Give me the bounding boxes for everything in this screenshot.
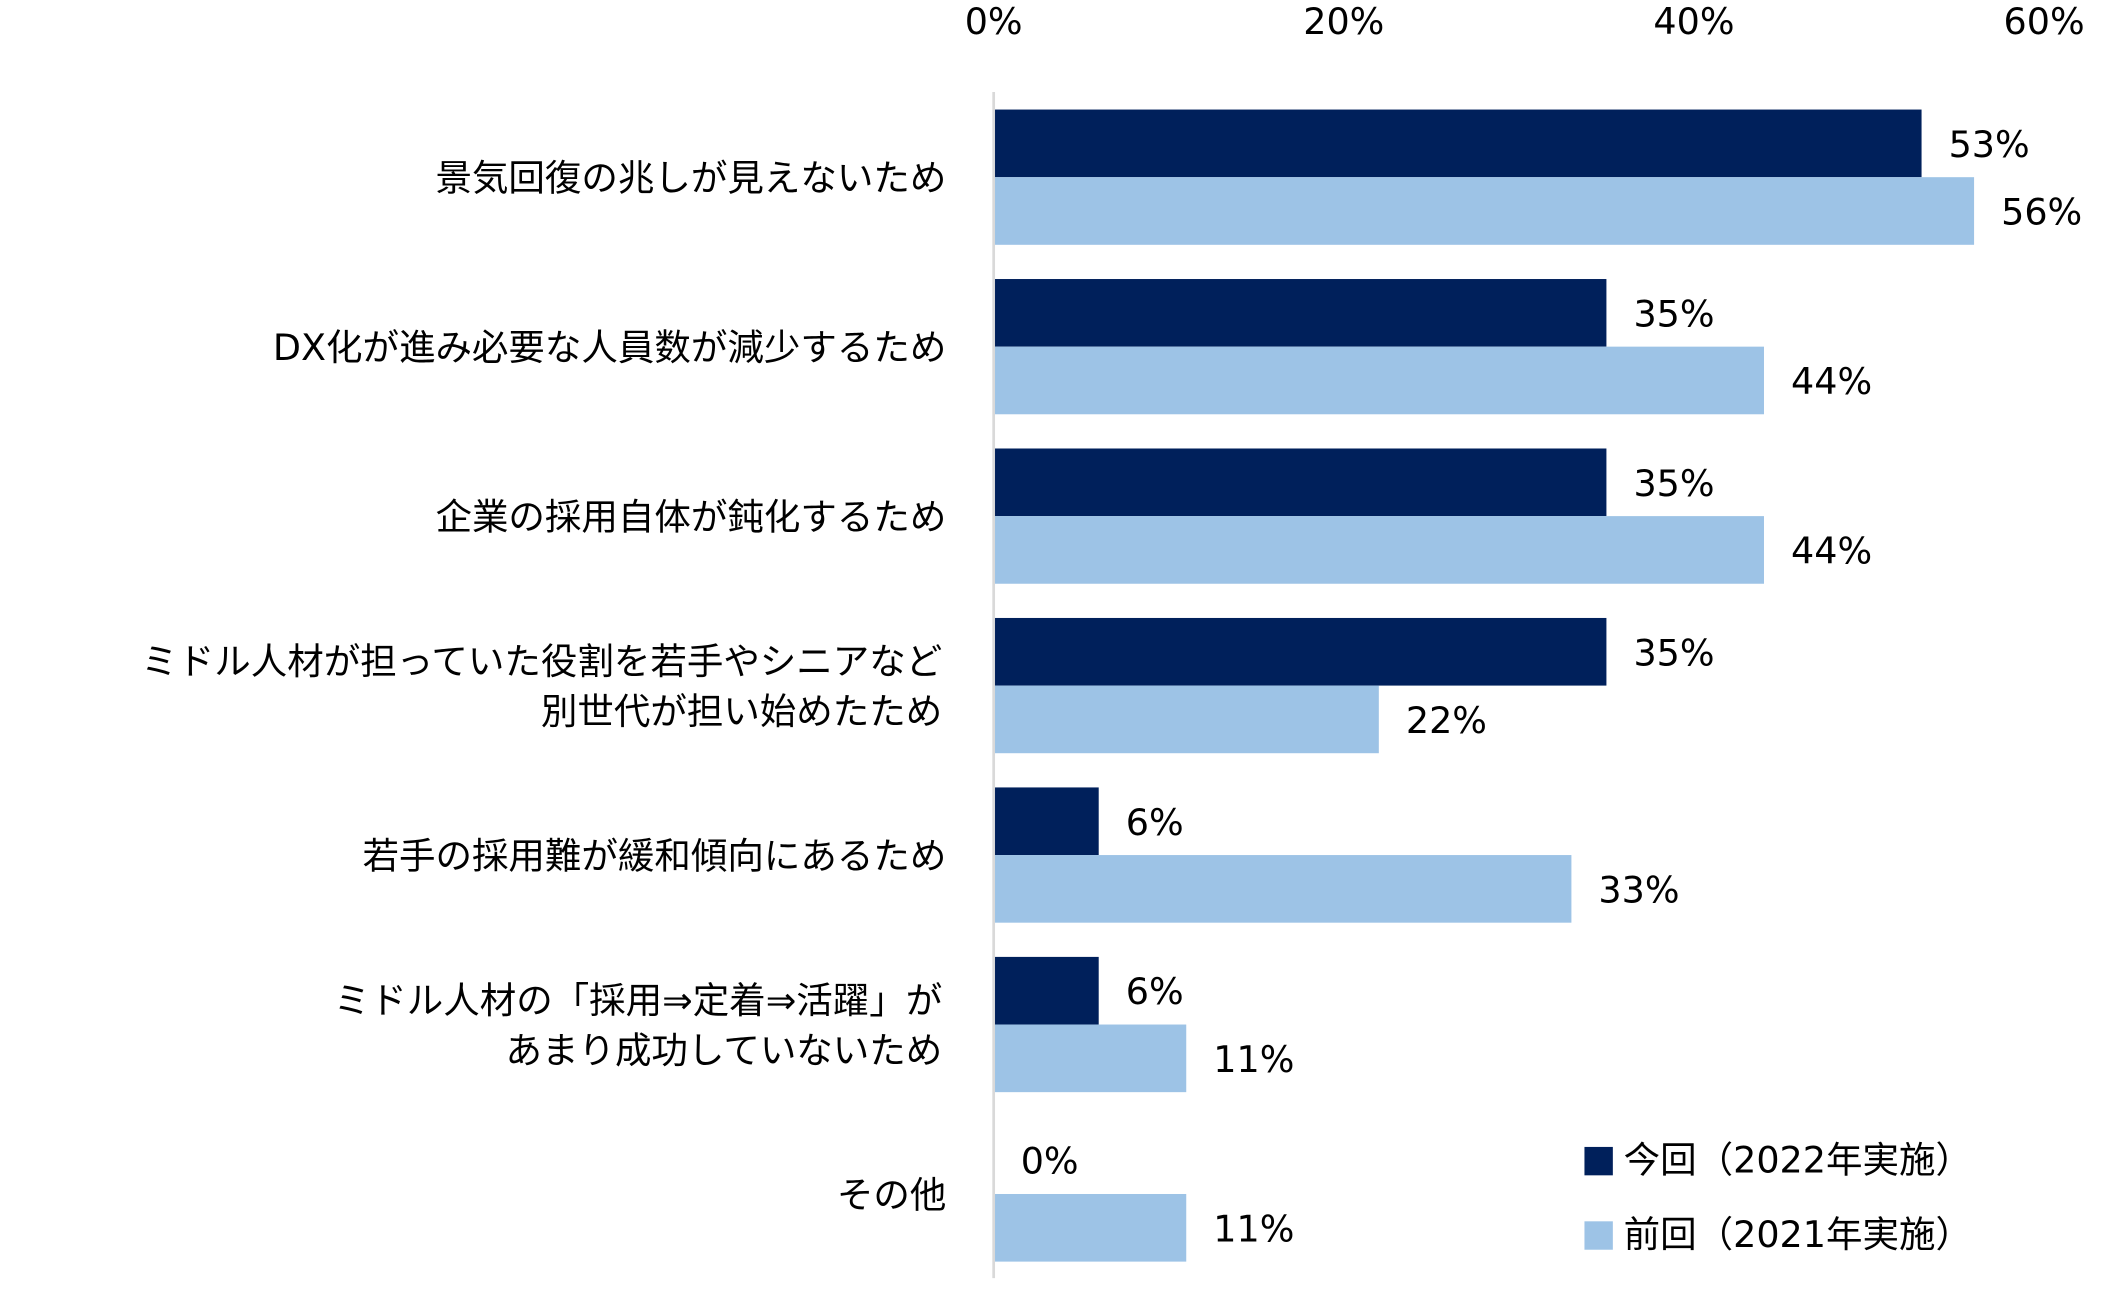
bars: 53% 56% 35% 44% 35% 44% 35% 22% 6% 33% 6% 11% 0% 11% <box>995 109 2082 1262</box>
category-label: あまり成功していないため <box>505 1029 942 1072</box>
x-axis-ticks: 0% 20% 40% 60% <box>965 0 2085 43</box>
x-tick-label: 40% <box>1653 0 1734 43</box>
category-label: ミドル人材の「採用⇒定着⇒活躍」が <box>334 979 943 1022</box>
legend-label: 前回（2021年実施） <box>1624 1213 1972 1256</box>
bar-previous <box>995 177 1975 245</box>
category-label: その他 <box>837 1174 946 1217</box>
data-label: 11% <box>1213 1038 1294 1081</box>
data-label: 53% <box>1949 123 2030 166</box>
x-tick-label: 20% <box>1303 0 1384 43</box>
legend: 今回（2022年実施） 前回（2021年実施） <box>1584 1139 1972 1256</box>
legend-swatch <box>1584 1221 1613 1250</box>
bar-previous <box>995 346 1764 415</box>
x-tick-label: 0% <box>965 0 1023 43</box>
category-label: 若手の採用難が緩和傾向にあるため <box>362 835 946 878</box>
bar-current <box>995 279 1607 347</box>
x-tick-label: 60% <box>2004 0 2085 43</box>
data-label: 56% <box>2001 191 2082 234</box>
category-label: DX化が進み必要な人員数が減少するため <box>273 326 946 369</box>
data-label: 33% <box>1598 868 1679 911</box>
bar-current <box>995 787 1099 856</box>
bar-current <box>995 956 1099 1025</box>
bar-previous <box>995 1193 1187 1262</box>
category-label: 景気回復の兆しが見えないため <box>435 157 946 200</box>
data-label: 22% <box>1406 699 1487 742</box>
data-label: 35% <box>1633 631 1714 674</box>
bar-previous <box>995 1024 1187 1093</box>
legend-label: 今回（2022年実施） <box>1624 1139 1972 1182</box>
bar-previous <box>995 516 1764 584</box>
data-label: 35% <box>1633 292 1714 335</box>
data-label: 6% <box>1126 970 1184 1013</box>
bar-current <box>995 109 1922 178</box>
data-label: 6% <box>1126 801 1184 844</box>
bar-previous <box>995 855 1572 923</box>
data-label: 35% <box>1633 462 1714 505</box>
data-label: 44% <box>1791 360 1872 403</box>
data-label: 11% <box>1213 1207 1294 1250</box>
bar-current <box>995 617 1607 686</box>
bar-current <box>995 448 1607 517</box>
data-label: 44% <box>1791 529 1872 572</box>
category-label: 別世代が担い始めたため <box>541 690 942 733</box>
category-labels: 景気回復の兆しが見えないため DX化が進み必要な人員数が減少するため企業の採用自体… <box>141 157 946 1217</box>
category-label: ミドル人材が担っていた役割を若手やシニアなど <box>141 640 942 683</box>
legend-swatch <box>1584 1146 1613 1176</box>
bar-previous <box>995 685 1379 754</box>
category-label: 企業の採用自体が鈍化するため <box>435 496 946 539</box>
data-label: 0% <box>1021 1140 1079 1183</box>
